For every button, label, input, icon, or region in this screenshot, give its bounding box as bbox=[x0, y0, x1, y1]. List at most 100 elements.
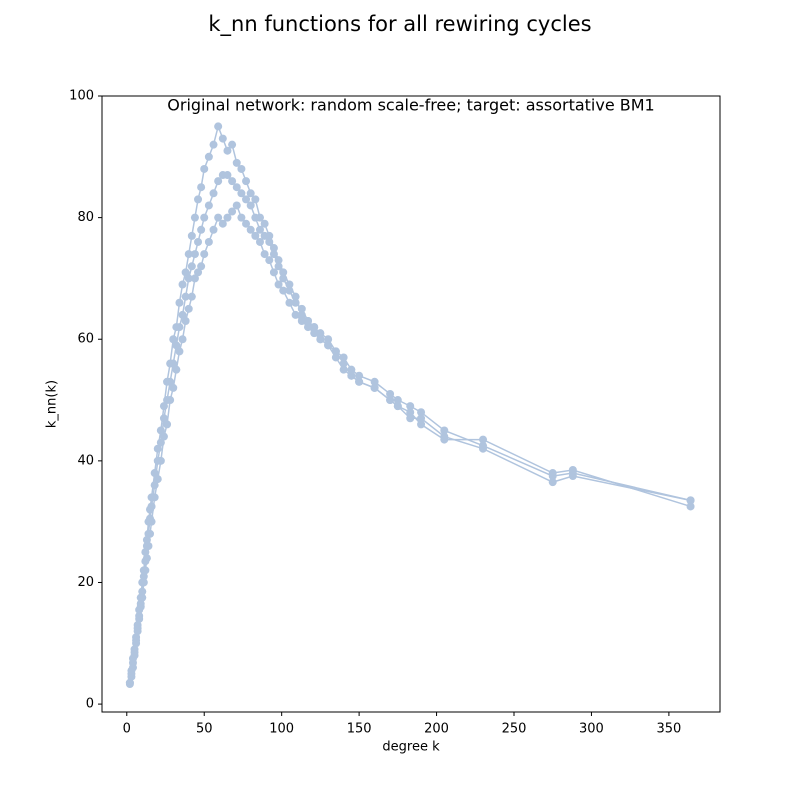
point bbox=[269, 250, 278, 259]
point bbox=[274, 280, 283, 289]
point bbox=[260, 219, 269, 228]
point bbox=[166, 359, 175, 368]
point bbox=[228, 140, 237, 149]
point bbox=[568, 472, 577, 481]
point bbox=[285, 298, 294, 307]
point bbox=[406, 408, 415, 417]
point bbox=[237, 164, 246, 173]
point bbox=[178, 335, 187, 344]
point bbox=[237, 213, 246, 222]
point bbox=[187, 292, 196, 301]
point bbox=[347, 365, 356, 374]
point bbox=[304, 316, 312, 325]
x-tick-label: 100 bbox=[269, 722, 294, 737]
point bbox=[297, 316, 306, 325]
point bbox=[197, 225, 206, 234]
point bbox=[135, 614, 144, 623]
point bbox=[204, 201, 213, 210]
series-line bbox=[129, 203, 691, 683]
point bbox=[197, 183, 206, 192]
y-tick-label: 20 bbox=[77, 575, 94, 590]
point bbox=[175, 347, 184, 356]
point bbox=[194, 237, 203, 246]
point bbox=[138, 593, 147, 602]
point bbox=[255, 213, 264, 222]
point bbox=[265, 237, 274, 246]
point bbox=[214, 177, 223, 186]
point bbox=[178, 310, 187, 319]
point bbox=[163, 377, 172, 386]
point bbox=[479, 444, 488, 453]
point bbox=[184, 304, 193, 313]
point bbox=[194, 195, 203, 204]
point bbox=[209, 140, 218, 149]
point bbox=[331, 353, 340, 362]
point bbox=[133, 627, 142, 636]
point bbox=[141, 566, 150, 575]
point bbox=[310, 329, 319, 338]
point bbox=[331, 347, 340, 356]
point bbox=[417, 408, 426, 417]
point bbox=[279, 286, 288, 295]
point bbox=[181, 292, 190, 301]
point bbox=[406, 402, 415, 411]
point bbox=[274, 262, 283, 271]
point bbox=[200, 250, 209, 259]
point bbox=[246, 225, 255, 234]
point bbox=[218, 134, 227, 143]
point bbox=[163, 420, 172, 429]
x-tick-label: 350 bbox=[656, 722, 681, 737]
point bbox=[686, 502, 695, 511]
point bbox=[146, 505, 155, 514]
point bbox=[274, 256, 283, 265]
y-tick-label: 100 bbox=[69, 89, 94, 104]
point bbox=[232, 201, 241, 210]
point bbox=[204, 237, 213, 246]
point bbox=[417, 414, 426, 423]
point bbox=[339, 359, 348, 368]
point bbox=[141, 548, 150, 557]
y-axis-label: k_nn(k) bbox=[45, 380, 60, 428]
series-line bbox=[129, 174, 691, 683]
point bbox=[548, 478, 557, 487]
point bbox=[246, 189, 255, 198]
point bbox=[127, 672, 136, 681]
point bbox=[169, 383, 178, 392]
point bbox=[316, 329, 325, 338]
point bbox=[190, 274, 199, 283]
point bbox=[150, 469, 159, 478]
y-tick-label: 0 bbox=[86, 697, 94, 712]
y-tick-label: 40 bbox=[77, 453, 94, 468]
point bbox=[190, 213, 199, 222]
point bbox=[200, 213, 209, 222]
point bbox=[479, 435, 488, 444]
point bbox=[228, 177, 237, 186]
point bbox=[260, 250, 269, 259]
point bbox=[386, 389, 395, 398]
point bbox=[138, 587, 147, 596]
point bbox=[187, 262, 196, 271]
point bbox=[269, 268, 278, 277]
y-tick-label: 80 bbox=[77, 210, 94, 225]
chart-subtitle: Original network: random scale-free; tar… bbox=[167, 96, 654, 115]
point bbox=[310, 323, 319, 332]
point bbox=[130, 651, 139, 660]
point bbox=[279, 274, 288, 283]
point bbox=[204, 152, 213, 161]
point bbox=[184, 274, 193, 283]
point bbox=[291, 298, 300, 307]
point bbox=[130, 645, 139, 654]
point bbox=[440, 426, 449, 435]
point bbox=[406, 414, 415, 423]
point bbox=[125, 678, 134, 687]
point bbox=[324, 341, 333, 350]
point bbox=[142, 554, 151, 563]
point bbox=[142, 535, 151, 544]
x-axis-label: degree k bbox=[382, 740, 440, 755]
point bbox=[242, 195, 251, 204]
point bbox=[355, 377, 364, 386]
point bbox=[172, 323, 181, 332]
x-tick-label: 200 bbox=[424, 722, 449, 737]
point bbox=[190, 250, 199, 259]
